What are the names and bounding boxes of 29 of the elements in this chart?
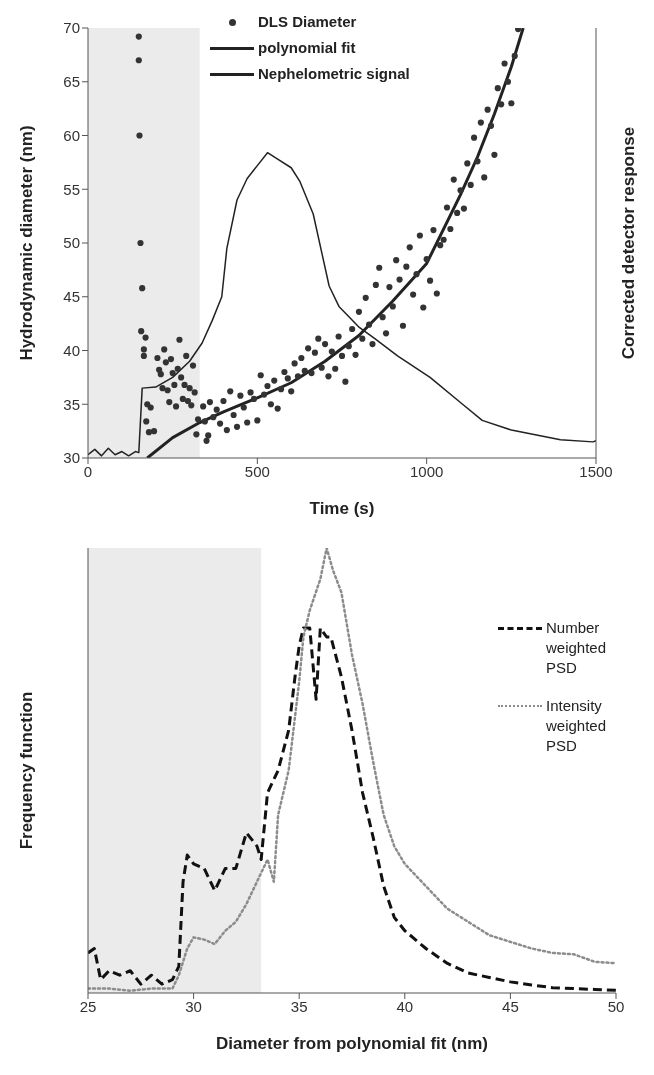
x-axis-title: Time (s) <box>309 499 375 518</box>
y-tick-label: 50 <box>63 234 80 252</box>
x-tick-label: 45 <box>502 997 519 1015</box>
y-tick-label: 40 <box>63 341 80 359</box>
x-axis-title: Diameter from polynomial fit (nm) <box>215 1034 489 1053</box>
y-tick-label: 70 <box>63 19 80 37</box>
x-tick-label: 0 <box>83 462 93 480</box>
x-tick-label: 25 <box>79 997 97 1015</box>
y-tick-label: 65 <box>63 73 80 91</box>
x-tick-label: 1500 <box>579 462 613 480</box>
legend-label: Intensity weighted PSD <box>546 696 607 756</box>
y-tick-label: 60 <box>63 126 80 144</box>
legend-label: Nephelometric signal <box>258 64 410 84</box>
x-tick-label: 50 <box>607 997 625 1015</box>
x-tick-label: 500 <box>244 462 270 480</box>
x-tick-label: 30 <box>185 997 202 1015</box>
y-axis-title: Frequency function <box>17 691 37 850</box>
y-tick-label: 30 <box>63 449 80 467</box>
x-tick-label: 1000 <box>409 462 444 480</box>
y-tick-label: 45 <box>63 288 80 306</box>
legend-label: Number weighted PSD <box>546 618 607 678</box>
x-tick-label: 40 <box>396 997 414 1015</box>
legend-label: DLS Diameter <box>258 12 357 32</box>
y2-axis-title: Corrected detector response <box>619 126 639 360</box>
y-axis-title: Hydrodynamic diameter (nm) <box>17 125 37 361</box>
y-tick-label: 55 <box>63 180 80 198</box>
x-tick-label: 35 <box>290 997 308 1015</box>
y-tick-label: 35 <box>63 395 80 413</box>
legend-label: polynomial fit <box>258 38 356 58</box>
